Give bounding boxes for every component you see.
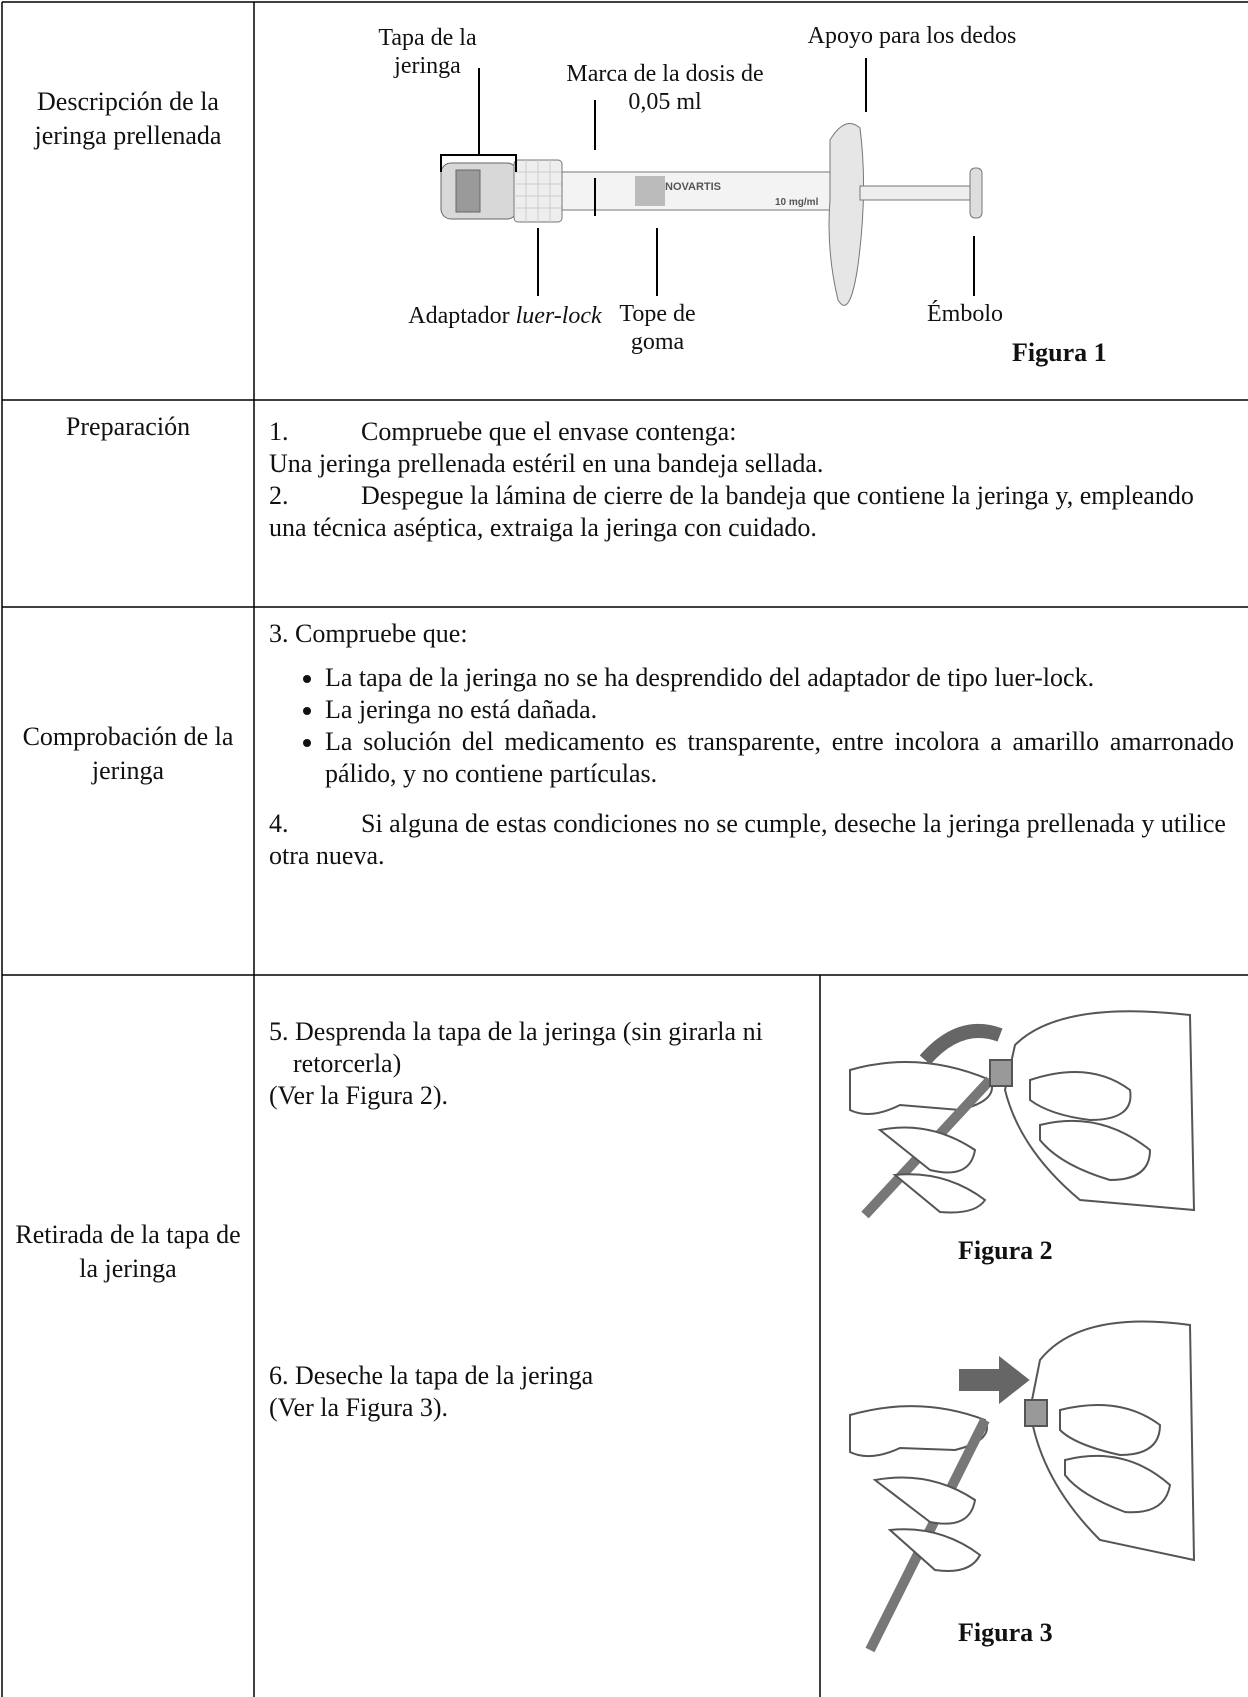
callout: Adaptador luer-lock (405, 302, 605, 330)
callout: Marca de la dosis de 0,05 ml (566, 61, 764, 115)
step-number: 5. (269, 1017, 289, 1046)
step: 1. Compruebe que el envase contenga: (269, 416, 1229, 448)
step-ref: (Ver la Figura 2). (269, 1081, 449, 1110)
bullet: La tapa de la jeringa no se ha desprendi… (325, 662, 1234, 694)
callout: Apoyo para los dedos (807, 23, 1017, 49)
syringe-illustration: NOVARTIS 10 mg/ml (440, 58, 983, 306)
step-text: Compruebe que: (295, 619, 468, 648)
callout: Tapa de la jeringa (378, 25, 477, 79)
step-text: Desprenda la tapa de la jeringa (sin gir… (293, 1017, 763, 1078)
step-text: Una jeringa prellenada estéril en una ba… (269, 449, 824, 478)
step-text: Despegue la lámina de cierre de la bande… (269, 481, 1194, 542)
callout-text: Adaptador (408, 303, 510, 329)
step-number: 4. (269, 809, 289, 838)
step-line: 6. Deseche la tapa de la jeringa (269, 1360, 809, 1392)
figure-caption: Figura 1 (1012, 338, 1107, 367)
step: 4. Si alguna de estas condiciones no se c… (269, 808, 1234, 872)
row-label: Preparación (65, 412, 191, 441)
step: 2. Despegue la lámina de cierre de la ban… (269, 480, 1229, 544)
figure-caption: Figura 2 (958, 1236, 1053, 1265)
bullet: La solución del medicamento es transpare… (325, 726, 1234, 790)
step-number: 2. (269, 481, 289, 510)
step-text: Compruebe que el envase contenga: (361, 417, 737, 446)
callout-emphasis: luer-lock (515, 303, 602, 329)
step-number: 1. (269, 417, 289, 446)
step: 3. Compruebe que: (269, 618, 1234, 650)
row-label: Retirada de la tapa de la jeringa (15, 1220, 241, 1283)
step-number: 3. (269, 619, 289, 648)
step-line: 5. Desprenda la tapa de la jeringa (sin … (269, 1016, 809, 1080)
row-content: 3. Compruebe que: La tapa de la jeringa … (269, 618, 1234, 872)
step: 5. Desprenda la tapa de la jeringa (sin … (269, 1016, 809, 1112)
figure-caption: Figura 3 (958, 1618, 1053, 1647)
product-text: 10 mg/ml (775, 197, 819, 208)
row-label: Descripción de la jeringa prellenada (34, 87, 222, 150)
callout: Tope de goma (619, 301, 696, 355)
step-number: 6. (269, 1361, 289, 1390)
callout: Émbolo (927, 301, 1003, 327)
step: 6. Deseche la tapa de la jeringa (Ver la… (269, 1360, 809, 1424)
hands-illustration-3 (849, 1320, 1196, 1653)
row-label: Comprobación de la jeringa (22, 722, 234, 785)
step-text: Si alguna de estas condiciones no se cum… (269, 809, 1226, 870)
bullet: La jeringa no está dañada. (325, 694, 1234, 726)
step-ref: (Ver la Figura 3). (269, 1393, 449, 1422)
step-text: Deseche la tapa de la jeringa (295, 1361, 594, 1390)
product-text: NOVARTIS (665, 181, 721, 193)
row-content: 1. Compruebe que el envase contenga: Una … (269, 416, 1229, 544)
bullet-list: La tapa de la jeringa no se ha desprendi… (269, 662, 1234, 790)
hands-illustration-2 (849, 1010, 1196, 1219)
